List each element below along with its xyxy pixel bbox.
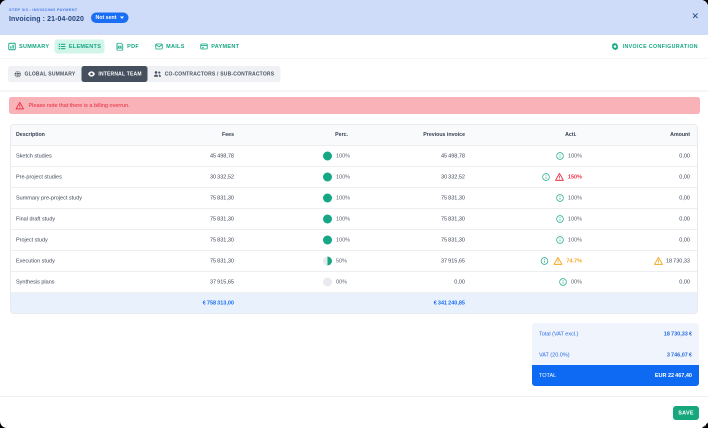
svg-text:PDF: PDF xyxy=(117,47,123,49)
